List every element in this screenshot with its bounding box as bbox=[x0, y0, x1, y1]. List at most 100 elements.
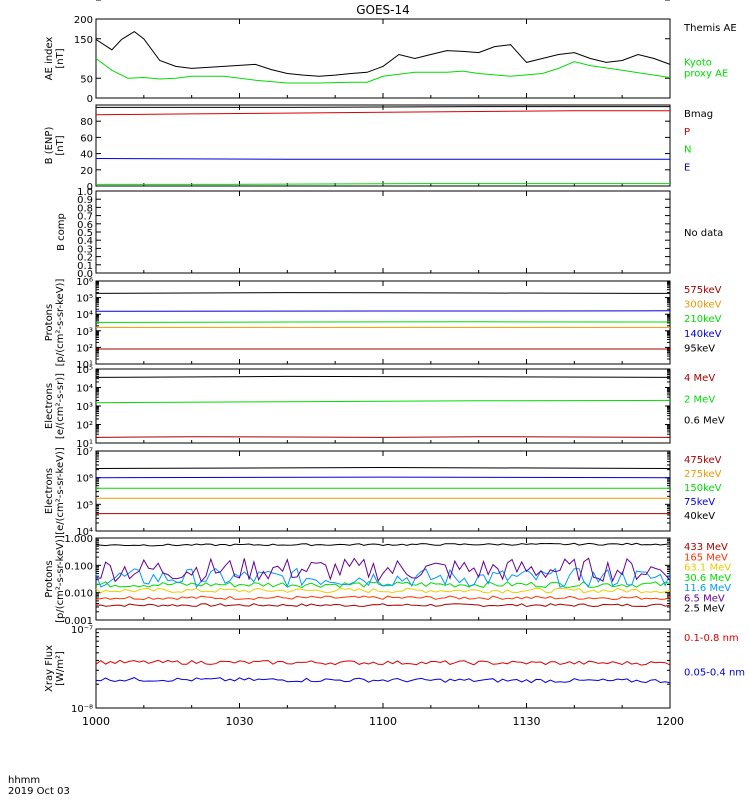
legend-label: 0.1-0.8 nm bbox=[684, 633, 739, 644]
y-axis-label: B comp bbox=[56, 213, 67, 251]
series-line-0-1-0-8-nm bbox=[95, 659, 671, 666]
y-axis-label-line: [nT] bbox=[55, 135, 66, 155]
series-line-75kev bbox=[95, 476, 671, 479]
y-axis-label-line: [p/(cm²-s-sr-keV)] bbox=[55, 279, 66, 367]
y-axis-label-line: AE index bbox=[44, 37, 55, 81]
legend-label: P bbox=[684, 127, 690, 138]
series-line-e bbox=[95, 158, 670, 160]
y-tick-label: 1.0 bbox=[77, 187, 93, 198]
y-axis-label: Protons[p/(cm²-s-sr-keV)] bbox=[44, 535, 66, 623]
y-axis-label-line: B comp bbox=[56, 213, 67, 251]
y-axis-label: Protons[p/(cm²-s-sr-keV)] bbox=[44, 279, 66, 367]
y-tick-label: 0.3 bbox=[77, 244, 93, 255]
series-line-themis-ae bbox=[95, 30, 671, 77]
panel-xray: 10⁻⁸ 10⁻⁷ Xray Flux[W/m²] 0.1-0.8 nm 0.05-0.… bbox=[44, 625, 745, 715]
y-tick-label: 0.7 bbox=[77, 212, 93, 223]
y-axis-label-line: [e/(cm²-s-sr)] bbox=[55, 373, 66, 439]
legend-label: 165 MeV bbox=[684, 552, 728, 563]
y-tick-label: 0.100 bbox=[64, 561, 93, 572]
y-axis-label-line: Electrons bbox=[44, 468, 55, 514]
series-line-6-5-mev bbox=[95, 557, 671, 583]
legend-label: 63.1 MeV bbox=[684, 563, 731, 574]
y-tick-label: 10⁻⁸ bbox=[71, 704, 93, 715]
no-data-label: No data bbox=[684, 228, 723, 239]
panel-b-comp: 0.00.10.20.30.40.50.60.70.80.91.0 B comp N… bbox=[56, 187, 723, 280]
legend-label: 11.6 MeV bbox=[684, 583, 731, 594]
time-axis-label: hhmm bbox=[8, 775, 40, 786]
y-axis-label: Xray Flux[W/m²] bbox=[44, 645, 66, 692]
y-axis-label-line: [W/m²] bbox=[55, 651, 66, 686]
plot-frame bbox=[95, 537, 671, 621]
plot-frame bbox=[95, 104, 671, 187]
legend-label: 575keV bbox=[684, 285, 722, 296]
y-axis-label-line: Electrons bbox=[44, 383, 55, 429]
y-tick-label: 0.9 bbox=[77, 195, 93, 206]
plot-frame bbox=[95, 450, 671, 532]
legend-label: 433 MeV bbox=[684, 542, 728, 553]
y-axis-label-line: [p/(cm²-s-sr-keV)] bbox=[55, 535, 66, 623]
panel-electrons-kev: 10⁴ 10⁵ 10⁶ 10⁷ Electrons[e/(cm²-s-sr-keV)] 4… bbox=[44, 447, 722, 538]
y-tick-label: 0 bbox=[87, 94, 93, 105]
y-axis-label-line: Protons bbox=[44, 560, 55, 597]
y-tick-label: 10⁵ bbox=[76, 500, 93, 511]
legend-label: Bmag bbox=[684, 109, 713, 120]
y-tick-label: 80 bbox=[80, 117, 93, 128]
plot-frame bbox=[95, 190, 671, 274]
legend-label: Themis AE bbox=[683, 23, 737, 34]
y-tick-label: 40 bbox=[80, 150, 93, 161]
plot-frame bbox=[95, 368, 671, 444]
series-line-0-6-mev bbox=[95, 375, 671, 378]
legend-label: 150keV bbox=[684, 483, 722, 494]
series-line-210kev bbox=[95, 321, 671, 323]
date-label: 2019 Oct 03 bbox=[8, 786, 70, 797]
y-tick-label: 10⁶ bbox=[76, 474, 93, 485]
legend-label: 475keV bbox=[684, 455, 722, 466]
series-line-11-6-mev bbox=[95, 567, 671, 589]
legend-label: proxy AE bbox=[684, 69, 728, 80]
y-tick-label: 10³ bbox=[76, 402, 93, 413]
y-tick-label: 20 bbox=[80, 166, 93, 177]
y-tick-label: 0.2 bbox=[77, 253, 93, 264]
y-axis-label-line: [e/(cm²-s-sr-keV)] bbox=[55, 447, 66, 535]
y-tick-label: 10⁷ bbox=[76, 447, 93, 458]
y-axis-label: AE index[nT] bbox=[44, 37, 66, 81]
x-tick-label: 1130 bbox=[513, 715, 541, 728]
y-tick-label: 0.8 bbox=[77, 203, 93, 214]
legend-label: 30.6 MeV bbox=[684, 573, 731, 584]
x-tick-label: 1030 bbox=[226, 715, 254, 728]
y-tick-label: 150 bbox=[74, 35, 93, 46]
y-tick-label: 10⁻⁷ bbox=[71, 625, 93, 636]
plot-frame bbox=[95, 18, 671, 99]
series-line-433-mev bbox=[95, 603, 671, 608]
panel-electrons-mev: 10¹ 10² 10³ 10⁴ 10⁵ Electrons[e/(cm²-s-sr)] 4 … bbox=[44, 365, 725, 450]
y-tick-label: 10⁵ bbox=[76, 365, 93, 376]
y-tick-label: 0.5 bbox=[77, 228, 93, 239]
y-tick-label: 10⁵ bbox=[76, 294, 93, 305]
y-axis-label: B (ENP)[nT] bbox=[44, 127, 66, 165]
panel-protons-high: 0.0010.0100.1001.000Protons[p/(cm²-s-sr-… bbox=[44, 534, 731, 627]
x-tick-label: 1100 bbox=[369, 715, 397, 728]
legend-label: 0.05-0.4 nm bbox=[684, 668, 745, 679]
chart-title: GOES-14 bbox=[356, 3, 410, 17]
legend-label: 210keV bbox=[684, 314, 722, 325]
series-line-140kev bbox=[95, 310, 671, 312]
y-tick-label: 100 bbox=[74, 0, 93, 3]
legend-label: 275keV bbox=[684, 469, 722, 480]
legend-label: 6.5 MeV bbox=[684, 593, 725, 604]
series-line-0-05-0-4-nm bbox=[95, 677, 671, 684]
y-axis-label-line: [nT] bbox=[55, 48, 66, 68]
y-tick-label: 0.1 bbox=[77, 261, 93, 272]
legend-label: 40keV bbox=[684, 511, 715, 522]
y-tick-label: 0.4 bbox=[77, 236, 93, 247]
y-axis-label: Electrons[e/(cm²-s-sr)] bbox=[44, 373, 66, 439]
y-tick-label: 50 bbox=[80, 74, 93, 85]
y-tick-label: 0.0 bbox=[77, 269, 93, 280]
series-line-2-5-mev bbox=[95, 542, 671, 547]
y-tick-label: 100 bbox=[74, 0, 93, 3]
legend-label: 2.5 MeV bbox=[684, 604, 725, 615]
y-axis-label-line: B (ENP) bbox=[44, 127, 55, 165]
y-tick-label: 10⁶ bbox=[76, 277, 93, 288]
x-tick-label: 1000 bbox=[82, 715, 110, 728]
